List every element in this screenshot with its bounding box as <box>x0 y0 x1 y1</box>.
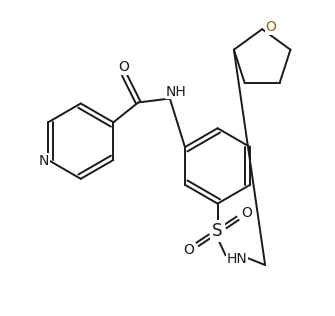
Text: O: O <box>118 60 129 74</box>
Text: O: O <box>241 205 252 220</box>
Text: N: N <box>39 154 49 168</box>
Text: S: S <box>212 222 223 240</box>
Text: O: O <box>183 243 194 257</box>
Text: HN: HN <box>227 252 248 266</box>
Text: O: O <box>266 20 276 34</box>
Text: NH: NH <box>165 85 186 99</box>
